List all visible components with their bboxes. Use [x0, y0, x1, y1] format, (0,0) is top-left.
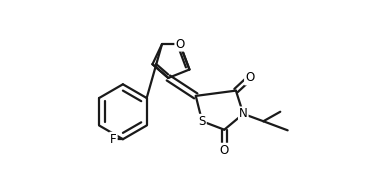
Text: O: O	[245, 71, 254, 84]
Text: N: N	[239, 107, 248, 120]
Text: S: S	[198, 115, 206, 128]
Text: O: O	[175, 38, 185, 51]
Text: F: F	[110, 133, 117, 146]
Text: O: O	[220, 144, 229, 157]
